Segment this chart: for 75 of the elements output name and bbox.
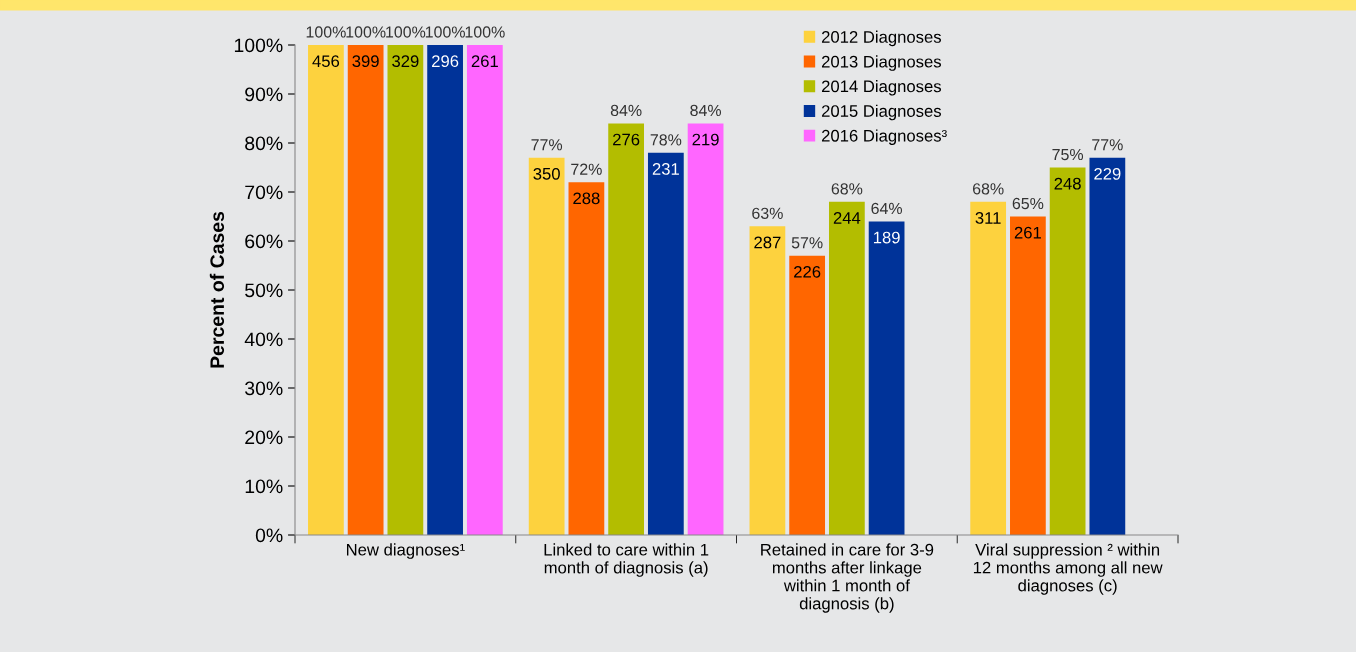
annotation: 226: [794, 265, 821, 278]
annotation: 248: [1054, 177, 1081, 190]
x-tick-label: Linked to care within 1 month of diagnosis (a): [544, 543, 709, 577]
bar: [828, 201, 865, 535]
bar: [1089, 157, 1126, 535]
bar: [466, 45, 503, 535]
y-tick-label: 80%: [245, 136, 283, 151]
x-tick-label: Viral suppression ² within 12 months among all new diagnoses (c): [973, 543, 1163, 595]
annotation: 231: [652, 163, 679, 175]
annotation: 296: [432, 55, 459, 68]
legend-label: 2015 Diagnoses: [821, 104, 941, 121]
data-label: 100%: [465, 26, 505, 38]
data-label: 65%: [1012, 197, 1044, 210]
data-label: 57%: [791, 237, 823, 249]
data-label: 68%: [972, 183, 1004, 195]
y-tick-label: 20%: [245, 430, 283, 445]
annotation: 329: [392, 55, 419, 68]
data-label: 75%: [1052, 148, 1084, 161]
bar: [608, 123, 645, 535]
y-tick-label: 60%: [245, 234, 283, 249]
annotation: 189: [873, 231, 900, 244]
y-tick-label: 50%: [245, 283, 283, 298]
annotation: 311: [975, 212, 1001, 224]
data-label: 84%: [610, 104, 642, 117]
y-tick-label: 90%: [245, 87, 283, 102]
annotation: 456: [312, 55, 340, 68]
bar: [647, 152, 684, 535]
annotation: 399: [352, 55, 379, 68]
x-tick-label: Retained in care for 3-9 months after linkage within 1 month of diagnosis (b): [761, 543, 934, 613]
legend-label: 2013 Diagnoses: [821, 55, 941, 71]
legend-label: 2016 Diagnoses³: [821, 129, 947, 145]
x-tick-label: New diagnoses¹: [346, 543, 465, 559]
y-tick-label: 70%: [245, 185, 283, 200]
data-label: 77%: [1092, 139, 1123, 151]
y-axis-title: Percent of Cases: [209, 211, 225, 368]
bar: [1010, 216, 1046, 535]
annotation: 244: [833, 212, 861, 224]
bar: [528, 157, 565, 535]
y-tick-label: 100%: [234, 38, 283, 53]
data-label: 78%: [650, 134, 682, 146]
data-label: 100%: [306, 26, 346, 38]
data-label: 72%: [571, 163, 602, 175]
annotation: 288: [573, 192, 600, 205]
data-label: 68%: [831, 183, 863, 195]
data-label: 100%: [386, 26, 426, 38]
bar: [308, 45, 344, 535]
bar: [387, 45, 424, 535]
legend-label: 2012 Diagnoses: [821, 30, 941, 47]
annotation: 261: [1014, 226, 1041, 239]
annotation: 219: [692, 133, 719, 146]
bar: [789, 255, 826, 535]
data-label: 77%: [531, 139, 563, 151]
bar: [347, 45, 384, 535]
bar: [1049, 167, 1086, 535]
data-label: 63%: [752, 207, 783, 219]
bar: [568, 182, 605, 535]
data-label: 100%: [346, 26, 386, 38]
bar: [749, 226, 786, 535]
annotation: 261: [471, 55, 498, 68]
bar: [970, 201, 1007, 535]
annotation: 229: [1094, 167, 1121, 180]
y-tick-label: 30%: [245, 381, 283, 396]
annotation: 276: [613, 133, 640, 146]
data-label: 64%: [871, 202, 903, 215]
bar: [868, 221, 905, 535]
data-label: 100%: [425, 26, 465, 38]
data-label: 84%: [690, 104, 722, 117]
y-tick-label: 40%: [244, 332, 283, 347]
bar: [687, 123, 724, 535]
annotation: 287: [754, 236, 781, 249]
bar: [427, 45, 463, 535]
y-tick-label: 0%: [255, 528, 283, 543]
annotation: 350: [533, 167, 560, 180]
y-tick-label: 10%: [245, 479, 283, 494]
legend-label: 2014 Diagnoses: [821, 80, 941, 96]
